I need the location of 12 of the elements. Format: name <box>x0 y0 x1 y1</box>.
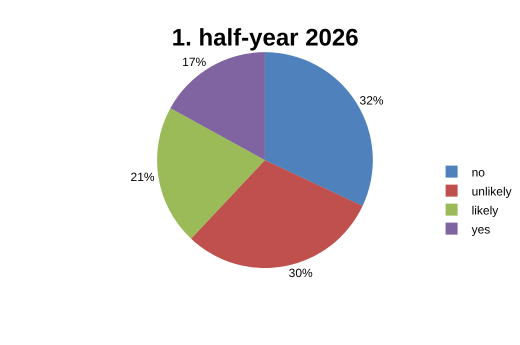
chart-title: 1. half-year 2026 <box>172 24 359 52</box>
legend-label: likely <box>472 203 498 218</box>
data-label: 30% <box>288 266 314 280</box>
legend-label: unlikely <box>472 184 512 198</box>
data-label: 32% <box>360 93 384 108</box>
data-label: 21% <box>130 170 155 184</box>
pie-slice <box>191 160 363 268</box>
legend-label: yes <box>472 222 490 236</box>
pie-slice <box>157 108 265 239</box>
pie-slice <box>170 52 265 160</box>
data-label: 17% <box>182 55 207 70</box>
legend-label: no <box>472 165 486 180</box>
